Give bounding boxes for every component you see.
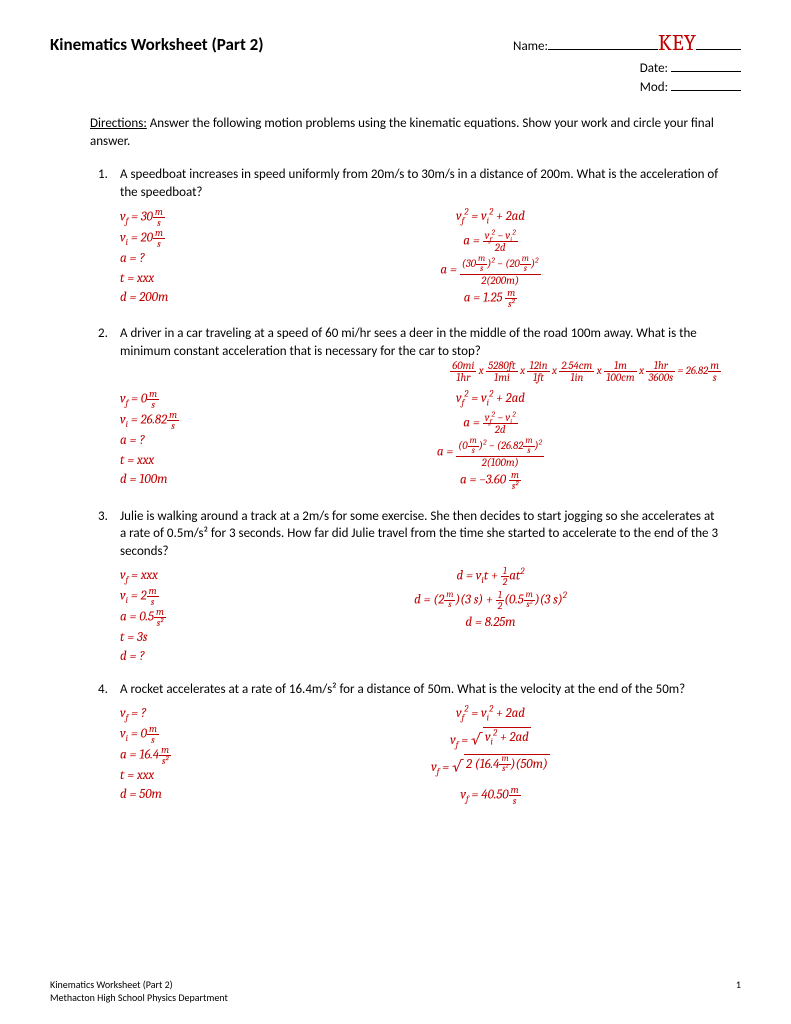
- eq-rearranged: a = vf2 − vi22d: [260, 412, 721, 435]
- footer-line2: Methacton High School Physics Department: [50, 991, 228, 1004]
- problem-text: A speedboat increases in speed uniformly…: [120, 167, 718, 200]
- name-label: Name:: [513, 39, 548, 54]
- mod-label: Mod:: [640, 80, 668, 95]
- eq-answer: vf = 40.50ms: [260, 785, 721, 806]
- problem-4: 4. A rocket accelerates at a rate of 16.…: [120, 681, 721, 809]
- mod-blank: [671, 77, 741, 91]
- problem-1: 1. A speedboat increases in speed unifor…: [120, 166, 721, 311]
- eq-sqrt1: vf = √vi2 + 2ad: [260, 727, 721, 752]
- eq-substituted: a = (30ms)2 − (20ms)22(200m): [260, 255, 721, 286]
- eq-answer: d = 8.25m: [260, 613, 721, 634]
- givens-list: vf = 0msvi = 26.82msa = ?t = xxxd = 100m: [120, 389, 260, 493]
- page-title: Kinematics Worksheet (Part 2): [50, 34, 264, 55]
- eq-rearranged: a = vf2 − vi22d: [260, 230, 721, 253]
- date-label: Date:: [640, 61, 668, 76]
- header-row: Kinematics Worksheet (Part 2) Name: KEY: [50, 30, 741, 56]
- work-row: vf = 0msvi = 26.82msa = ?t = xxxd = 100m…: [120, 389, 721, 493]
- equations: vf2 = vi2 + 2ad a = vf2 − vi22d a = (0ms…: [260, 389, 721, 493]
- eq-substituted: a = (0ms)2 − (26.82ms)22(100m): [260, 437, 721, 468]
- name-field: Name: KEY: [513, 30, 741, 56]
- problem-3: 3. Julie is walking around a track at a …: [120, 508, 721, 667]
- work-row: vf = 30msvi = 20msa = ?t = xxxd = 200m v…: [120, 207, 721, 311]
- problem-2: 2. A driver in a car traveling at a spee…: [120, 325, 721, 493]
- name-blank-2: [696, 36, 741, 50]
- eq-answer: a = 1.25 ms²: [260, 288, 721, 309]
- eq-answer: a = −3.60 ms²: [260, 470, 721, 491]
- givens-list: vf = 30msvi = 20msa = ?t = xxxd = 200m: [120, 207, 260, 311]
- eq-formula: vf2 = vi2 + 2ad: [260, 389, 721, 410]
- problem-text: A driver in a car traveling at a speed o…: [120, 326, 697, 359]
- equations: vf2 = vi2 + 2ad vf = √vi2 + 2ad vf = √2 …: [260, 704, 721, 808]
- problem-num: 2.: [98, 325, 108, 343]
- problem-num: 1.: [98, 166, 108, 184]
- footer: Kinematics Worksheet (Part 2) Methacton …: [50, 978, 741, 1004]
- equations: d = vit + 12at2 d = (2ms)(3 s) + 12(0.5m…: [260, 566, 721, 667]
- eq-formula: d = vit + 12at2: [260, 566, 721, 587]
- givens-list: vf = ?vi = 0msa = 16.4ms²t = xxxd = 50m: [120, 704, 260, 808]
- page-number: 1: [736, 978, 741, 1004]
- date-blank: [671, 58, 741, 72]
- equations: vf2 = vi2 + 2ad a = vf2 − vi22d a = (30m…: [260, 207, 721, 311]
- problem-text: Julie is walking around a track at a 2m/…: [120, 509, 718, 559]
- footer-left: Kinematics Worksheet (Part 2) Methacton …: [50, 978, 228, 1004]
- eq-sqrt2: vf = √2 (16.4ms²)(50m): [260, 754, 721, 779]
- eq-formula: vf2 = vi2 + 2ad: [260, 704, 721, 725]
- work-row: vf = xxxvi = 2msa = 0.5ms²t = 3sd = ? d …: [120, 566, 721, 667]
- right-fields: Date: Mod:: [50, 58, 741, 95]
- problem-text: A rocket accelerates at a rate of 16.4m/…: [120, 682, 685, 697]
- givens-list: vf = xxxvi = 2msa = 0.5ms²t = 3sd = ?: [120, 566, 260, 667]
- conversion-row: 60mi1hr x 5280ft1mi x 12in1ft x 2.54cm1i…: [120, 360, 721, 383]
- directions: Directions: Answer the following motion …: [90, 115, 721, 150]
- directions-label: Directions:: [90, 116, 147, 131]
- problem-num: 3.: [98, 508, 108, 526]
- directions-text: Answer the following motion problems usi…: [90, 116, 714, 149]
- eq-substituted: d = (2ms)(3 s) + 12(0.5ms²)(3 s)2: [260, 590, 721, 611]
- work-row: vf = ?vi = 0msa = 16.4ms²t = xxxd = 50m …: [120, 704, 721, 808]
- footer-line1: Kinematics Worksheet (Part 2): [50, 978, 228, 991]
- eq-formula: vf2 = vi2 + 2ad: [260, 207, 721, 228]
- key-text: KEY: [658, 30, 696, 56]
- problem-num: 4.: [98, 681, 108, 699]
- name-blank: [548, 36, 658, 50]
